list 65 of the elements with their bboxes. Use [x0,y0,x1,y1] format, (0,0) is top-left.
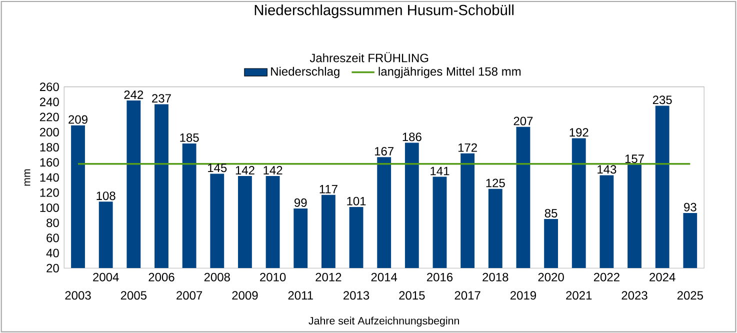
data-label: 93 [684,202,696,212]
data-label: 157 [625,154,644,163]
x-tick-label: 2012 [316,272,342,282]
data-label: 209 [68,115,88,124]
data-label: 142 [264,166,282,174]
data-label: 167 [375,146,394,156]
x-tick-label: 2016 [427,272,453,282]
x-tick-label: 2023 [622,291,648,300]
data-label: 101 [347,196,366,206]
x-tick-label: 2024 [650,272,676,282]
x-tick-label: 2019 [510,291,536,300]
legend-label: langjähriges Mittel 158 mm [378,66,521,78]
y-tick-label: 220 [40,112,59,122]
x-tick-label: 2010 [260,272,286,282]
data-label: 85 [544,208,558,218]
data-label: 108 [96,191,116,200]
data-label: 125 [486,178,505,188]
y-tick-label: 100 [40,203,59,212]
x-tick-label: 2021 [566,291,592,300]
data-label: 142 [236,166,254,174]
x-tick-label: 2013 [344,291,370,300]
x-tick-label: 2020 [538,272,564,282]
x-tick-label: 2022 [594,272,620,282]
data-label: 141 [430,166,450,176]
y-tick-label: 140 [40,173,59,182]
y-tick-label: 40 [46,248,59,258]
x-tick-label: 2004 [93,272,119,282]
x-tick-label: 2007 [176,291,202,300]
y-tick-label: 60 [46,234,59,242]
x-tick-label: 2017 [454,291,480,300]
y-tick-label: 180 [40,142,59,152]
data-label: 237 [152,94,171,103]
data-label: 207 [514,116,533,126]
data-label: 145 [208,164,227,172]
x-tick-label: 2018 [482,272,508,282]
x-tick-label: 2003 [65,291,91,300]
y-tick-label: 20 [46,264,59,272]
x-tick-label: 2009 [232,291,258,300]
legend-label: Niederschlag [271,66,340,78]
chart-title: Niederschlagssummen Husum-Schobüll [254,4,514,18]
y-tick-label: 260 [40,82,59,92]
data-label: 235 [652,96,672,104]
data-label: 117 [320,184,338,194]
data-label: 192 [570,128,588,137]
legend-title: Jahreszeit FRÜHLING [310,52,428,62]
y-tick-label: 120 [40,188,59,197]
y-tick-label: 200 [40,128,59,136]
x-tick-label: 2006 [148,272,174,282]
y-tick-label: 240 [40,98,59,106]
data-label: 99 [294,198,307,207]
data-label: 143 [598,165,616,174]
y-axis-title: mm [24,169,30,186]
x-tick-label: 2015 [399,291,425,300]
x-tick-label: 2005 [120,291,146,300]
x-tick-label: 2025 [677,291,704,300]
data-label: 172 [458,143,477,152]
x-tick-label: 2011 [288,291,313,300]
x-tick-label: 2008 [204,272,230,282]
y-tick-label: 160 [40,158,59,167]
x-tick-label: 2014 [371,272,398,282]
x-axis-title: Jahre seit Aufzeichnungsbeginn [308,316,459,327]
data-label: 242 [124,90,144,99]
data-label: 185 [180,133,199,142]
data-label: 186 [402,132,422,142]
y-tick-label: 80 [46,218,59,228]
